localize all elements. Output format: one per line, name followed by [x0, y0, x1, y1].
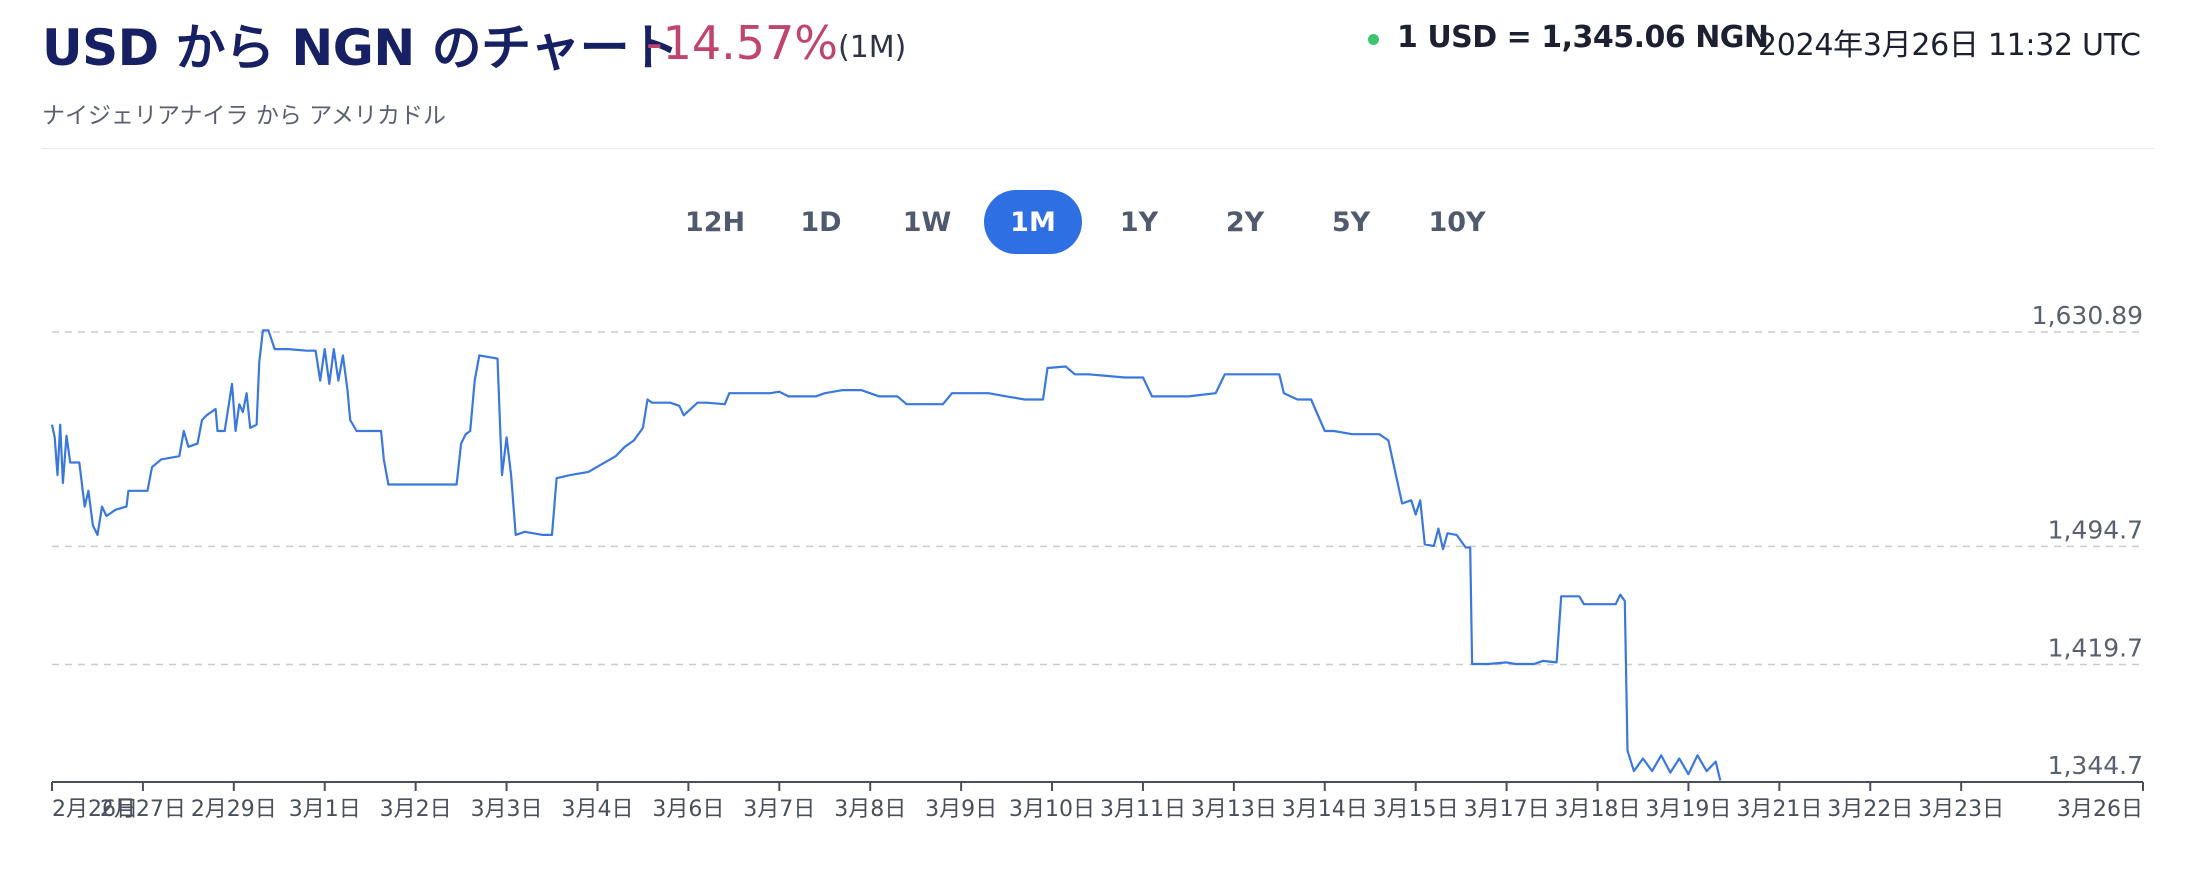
range-tab-2y[interactable]: 2Y [1225, 206, 1265, 238]
range-tab-1y[interactable]: 1Y [1119, 206, 1159, 238]
x-tick-label: 3月4日 [561, 797, 633, 822]
x-tick-label: 3月14日 [1282, 797, 1368, 822]
x-tick-label: 3月3日 [471, 797, 543, 822]
x-tick-label: 3月15日 [1373, 797, 1459, 822]
x-tick-label: 2月29日 [191, 797, 277, 822]
x-tick-label: 3月26日 [2057, 797, 2143, 822]
y-tick-label: 1,344.7 [2048, 751, 2143, 780]
change-period: (1M) [838, 30, 907, 65]
range-tab-12h[interactable]: 12H [684, 206, 746, 238]
x-tick-label: 3月1日 [289, 797, 361, 822]
y-tick-label: 1,494.7 [2048, 515, 2143, 544]
x-tick-label: 2月27日 [100, 797, 186, 822]
x-tick-label: 3月22日 [1827, 797, 1913, 822]
x-tick-label: 3月23日 [1918, 797, 2004, 822]
range-tab-1w[interactable]: 1W [902, 206, 952, 238]
change-percent: -14.57% [646, 16, 838, 70]
page-subtitle: ナイジェリアナイラ から アメリカドル [42, 103, 447, 129]
x-tick-label: 3月10日 [1009, 797, 1095, 822]
range-tab-5y[interactable]: 5Y [1331, 206, 1371, 238]
x-tick-label: 3月6日 [652, 797, 724, 822]
x-tick-label: 3月8日 [834, 797, 906, 822]
y-tick-label: 1,419.7 [2048, 633, 2143, 662]
x-tick-label: 3月13日 [1191, 797, 1277, 822]
x-tick-label: 3月21日 [1736, 797, 1822, 822]
range-tab-1m[interactable]: 1M [984, 190, 1082, 254]
x-tick-label: 3月7日 [743, 797, 815, 822]
rate-series-line [50, 329, 1722, 781]
x-tick-label: 3月17日 [1464, 797, 1550, 822]
page-title: USD から NGN のチャート [42, 19, 679, 77]
range-tab-1d[interactable]: 1D [800, 206, 842, 238]
y-tick-label: 1,630.89 [2032, 301, 2143, 330]
live-status-dot [1368, 34, 1379, 45]
range-tab-10y[interactable]: 10Y [1428, 206, 1486, 238]
x-tick-label: 3月9日 [925, 797, 997, 822]
current-rate: 1 USD = 1,345.06 NGN [1397, 20, 1769, 55]
x-tick-label: 3月2日 [380, 797, 452, 822]
rate-timestamp: 2024年3月26日 11:32 UTC [1758, 28, 2141, 63]
time-range-tabs: 12H 1D 1W 1M 1Y 2Y 5Y 10Y [666, 190, 1506, 254]
x-tick-label: 2月26日 [52, 797, 138, 822]
x-tick-label: 3月19日 [1645, 797, 1731, 822]
x-tick-label: 3月18日 [1555, 797, 1641, 822]
x-tick-label: 3月11日 [1100, 797, 1186, 822]
header-divider [42, 148, 2154, 149]
